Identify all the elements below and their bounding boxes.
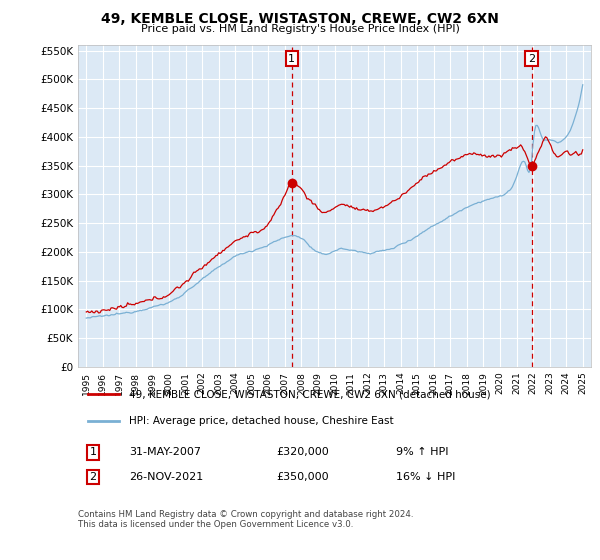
Text: 49, KEMBLE CLOSE, WISTASTON, CREWE, CW2 6XN: 49, KEMBLE CLOSE, WISTASTON, CREWE, CW2 … — [101, 12, 499, 26]
Text: £320,000: £320,000 — [276, 447, 329, 458]
Text: HPI: Average price, detached house, Cheshire East: HPI: Average price, detached house, Ches… — [130, 416, 394, 426]
Text: 31-MAY-2007: 31-MAY-2007 — [129, 447, 201, 458]
Text: 2: 2 — [89, 472, 97, 482]
Text: 1: 1 — [89, 447, 97, 458]
Text: Contains HM Land Registry data © Crown copyright and database right 2024.
This d: Contains HM Land Registry data © Crown c… — [78, 510, 413, 529]
Text: 16% ↓ HPI: 16% ↓ HPI — [396, 472, 455, 482]
Text: 26-NOV-2021: 26-NOV-2021 — [129, 472, 203, 482]
Text: Price paid vs. HM Land Registry's House Price Index (HPI): Price paid vs. HM Land Registry's House … — [140, 24, 460, 34]
Text: 49, KEMBLE CLOSE, WISTASTON, CREWE, CW2 6XN (detached house): 49, KEMBLE CLOSE, WISTASTON, CREWE, CW2 … — [130, 389, 491, 399]
Text: £350,000: £350,000 — [276, 472, 329, 482]
Text: 1: 1 — [289, 54, 295, 64]
Text: 9% ↑ HPI: 9% ↑ HPI — [396, 447, 449, 458]
Text: 2: 2 — [528, 54, 535, 64]
